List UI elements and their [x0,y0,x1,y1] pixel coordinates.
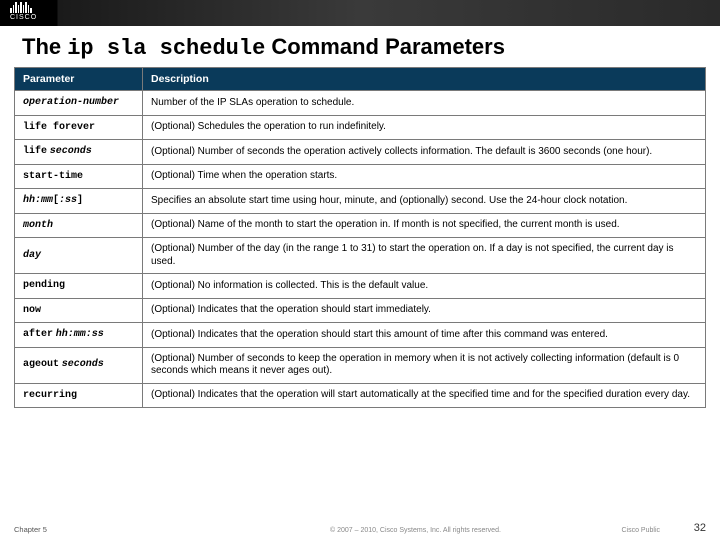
desc-cell: (Optional) Number of the day (in the ran… [143,238,706,274]
param-cell: operation-number [15,91,143,116]
param-cell: hh:mm[:ss] [15,189,143,214]
desc-cell: (Optional) No information is collected. … [143,274,706,299]
desc-cell: (Optional) Indicates that the operation … [143,323,706,348]
cisco-logo-text: CISCO [10,14,37,21]
desc-cell: (Optional) Time when the operation start… [143,164,706,189]
parameters-table: Parameter Description operation-numberNu… [14,67,706,408]
table-row: life forever(Optional) Schedules the ope… [15,115,706,140]
footer-copyright: © 2007 – 2010, Cisco Systems, Inc. All r… [330,527,501,534]
cisco-logo: CISCO [10,2,37,21]
param-cell: life seconds [15,140,143,165]
title-suffix: Command Parameters [265,34,505,59]
table-row: month(Optional) Name of the month to sta… [15,213,706,238]
table-row: pending(Optional) No information is coll… [15,274,706,299]
param-cell: recurring [15,383,143,408]
param-cell: pending [15,274,143,299]
param-cell: ageout seconds [15,347,143,383]
page-title: The ip sla schedule Command Parameters [22,34,720,61]
desc-cell: (Optional) Number of seconds to keep the… [143,347,706,383]
table-row: after hh:mm:ss(Optional) Indicates that … [15,323,706,348]
param-cell: now [15,298,143,323]
desc-cell: Number of the IP SLAs operation to sched… [143,91,706,116]
footer-public: Cisco Public [621,527,660,534]
footer-chapter: Chapter 5 [14,525,47,534]
title-command: ip sla schedule [67,36,265,61]
desc-cell: (Optional) Indicates that the operation … [143,298,706,323]
param-cell: day [15,238,143,274]
param-cell: after hh:mm:ss [15,323,143,348]
table-row: now(Optional) Indicates that the operati… [15,298,706,323]
desc-cell: (Optional) Name of the month to start th… [143,213,706,238]
col-description: Description [143,68,706,91]
desc-cell: (Optional) Schedules the operation to ru… [143,115,706,140]
table-row: operation-numberNumber of the IP SLAs op… [15,91,706,116]
table-row: day(Optional) Number of the day (in the … [15,238,706,274]
table-row: ageout seconds(Optional) Number of secon… [15,347,706,383]
desc-cell: Specifies an absolute start time using h… [143,189,706,214]
table-header-row: Parameter Description [15,68,706,91]
footer-page-number: 32 [694,522,706,534]
param-cell: month [15,213,143,238]
desc-cell: (Optional) Number of seconds the operati… [143,140,706,165]
table-row: life seconds(Optional) Number of seconds… [15,140,706,165]
title-prefix: The [22,34,67,59]
table-row: start-time(Optional) Time when the opera… [15,164,706,189]
desc-cell: (Optional) Indicates that the operation … [143,383,706,408]
param-cell: start-time [15,164,143,189]
top-banner: CISCO [0,0,720,26]
col-parameter: Parameter [15,68,143,91]
param-cell: life forever [15,115,143,140]
cisco-bars-icon [10,2,33,13]
table-row: hh:mm[:ss]Specifies an absolute start ti… [15,189,706,214]
table-row: recurring(Optional) Indicates that the o… [15,383,706,408]
